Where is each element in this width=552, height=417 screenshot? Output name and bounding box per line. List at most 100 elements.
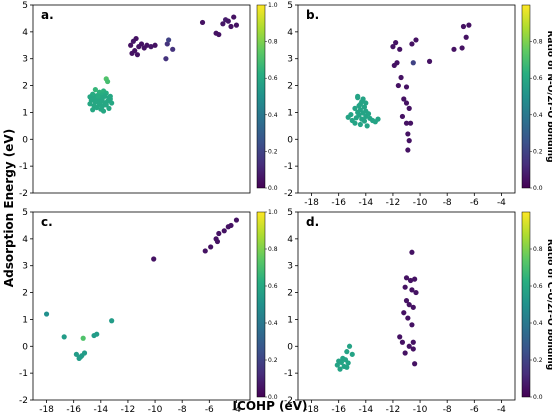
axes-frame [297, 4, 516, 194]
colorbar-gradient [521, 211, 531, 398]
y-tick-label: 5 [287, 1, 293, 11]
x-tick-label: -12 [121, 405, 136, 415]
colorbar-tick-label: 0.2 [533, 357, 543, 364]
x-tick-label: -8 [178, 405, 187, 415]
data-point [412, 361, 418, 367]
x-tick-label: -6 [470, 198, 479, 208]
data-point [410, 339, 416, 345]
data-point [109, 100, 115, 106]
data-point [405, 315, 411, 321]
data-point [199, 19, 206, 26]
data-point [463, 34, 469, 40]
x-tick-label: -10 [413, 405, 428, 415]
colorbar: 0.0 0.2 0.4 0.6 0.8 1.0 [256, 209, 278, 401]
data-point [129, 50, 135, 56]
data-point [220, 21, 226, 27]
data-point [451, 46, 457, 52]
data-point [107, 93, 113, 99]
data-point [410, 346, 416, 352]
x-tick-label: -16 [66, 405, 81, 415]
data-point [104, 78, 111, 85]
colorbar-tick-label: 0.4 [533, 112, 543, 119]
data-point [216, 230, 222, 237]
data-point [363, 113, 369, 120]
y-tick-label: 3 [22, 262, 28, 272]
data-point [357, 121, 363, 128]
y-tick-label: 3 [287, 55, 293, 65]
data-point [80, 335, 86, 341]
panel-label: b. [306, 8, 319, 22]
y-tick-label: 4 [287, 235, 293, 245]
data-point [401, 310, 407, 316]
data-point [152, 42, 158, 48]
x-axis-label: ICOHP (eV) [233, 399, 308, 413]
colorbar-tick-label: 0.8 [533, 39, 543, 46]
data-point [413, 289, 419, 296]
colorbar-tick-label: 0.8 [268, 246, 278, 253]
x-tick-label: -4 [497, 198, 506, 208]
data-point [144, 42, 150, 48]
colorbar: 0.0 0.2 0.4 0.6 0.8 1.0 [256, 2, 278, 192]
data-point [334, 362, 340, 368]
data-point [90, 107, 96, 113]
data-point [134, 52, 141, 58]
colorbar-gradient [521, 4, 531, 189]
data-point [406, 138, 412, 144]
data-point [138, 41, 145, 47]
data-point [166, 37, 172, 43]
y-tick-label: 4 [287, 28, 293, 38]
x-tick-label: -4 [497, 405, 506, 415]
y-tick-label: 1 [287, 315, 293, 325]
data-point [357, 101, 363, 107]
data-point [228, 23, 234, 30]
data-point [109, 318, 115, 324]
y-tick-label: 2 [22, 289, 28, 299]
data-point [228, 222, 234, 229]
data-point [395, 82, 401, 89]
y-tick-label: 1 [22, 108, 28, 118]
data-point [163, 56, 169, 62]
y-tick-label: 1 [22, 315, 28, 325]
colorbar: 0.0 0.2 0.4 0.6 0.8 Ratio of C-O/Zr-O bonding [521, 211, 552, 401]
data-point [355, 93, 361, 99]
data-point [61, 334, 67, 340]
x-tick-label: -6 [205, 405, 214, 415]
colorbar-tick-label: 0.6 [533, 75, 543, 82]
data-point [95, 93, 101, 99]
data-point [403, 275, 410, 281]
data-point [148, 44, 154, 50]
y-tick-label: 3 [287, 262, 293, 272]
data-point [344, 349, 350, 355]
data-point [337, 366, 343, 372]
colorbar-tick-label: 0.4 [268, 320, 278, 327]
y-tick-label: 0 [287, 342, 293, 352]
colorbar-tick-label: 0.4 [268, 112, 278, 119]
data-point [405, 147, 411, 153]
y-tick-label: 3 [22, 55, 28, 65]
y-tick-label: 0 [287, 135, 293, 145]
colorbar: 0.0 0.2 0.4 0.6 0.8 Ratio of N-O/Zr-O bonding [521, 4, 552, 192]
colorbar-tick-label: 0.6 [268, 75, 278, 82]
data-point [363, 100, 369, 106]
data-point [349, 351, 355, 357]
data-point [398, 74, 404, 81]
data-point [397, 334, 403, 340]
data-point [346, 343, 353, 349]
x-tick-label: -6 [470, 405, 479, 415]
y-tick-label: 4 [22, 28, 28, 38]
data-point [410, 60, 416, 66]
data-point [352, 120, 358, 126]
data-point [344, 364, 350, 370]
colorbar-tick-label: 0.8 [268, 39, 278, 46]
x-tick-label: -14 [93, 405, 108, 415]
x-tick-label: -18 [304, 198, 319, 208]
y-tick-label: 1 [287, 108, 293, 118]
data-point [94, 331, 100, 337]
data-point [426, 58, 433, 64]
data-point [208, 244, 214, 250]
data-point [409, 249, 415, 255]
data-point [164, 41, 170, 47]
colorbar-tick-label: 1.0 [268, 2, 278, 9]
data-point [459, 45, 465, 51]
